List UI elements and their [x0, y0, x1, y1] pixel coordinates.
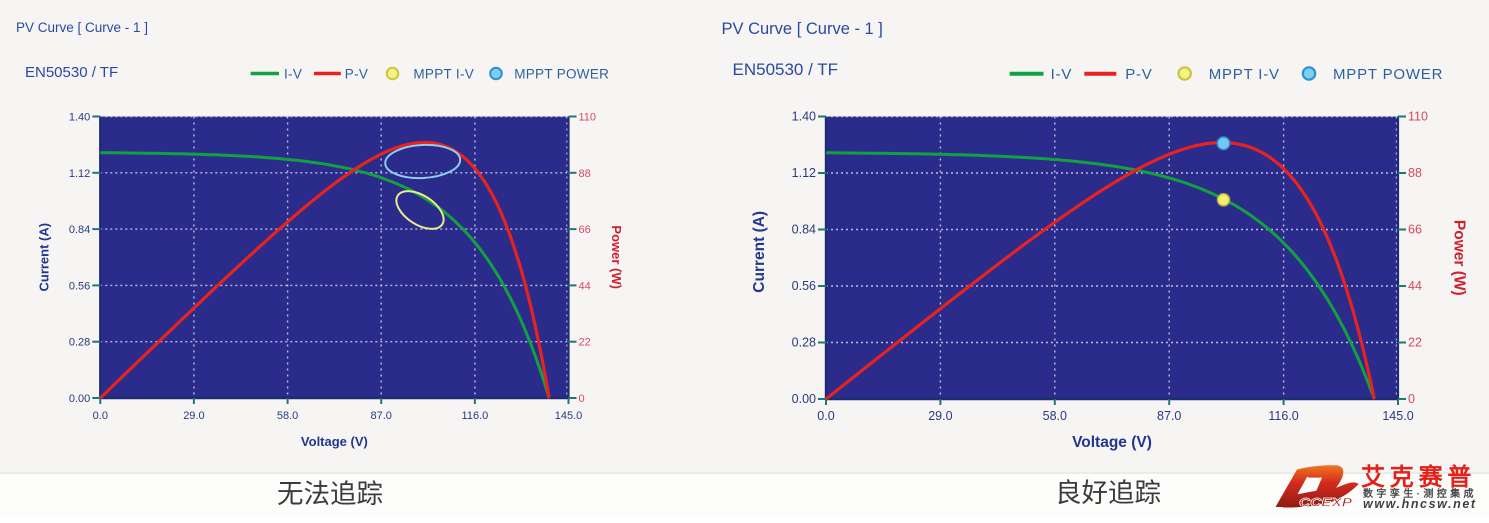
svg-text:Voltage (V): Voltage (V) — [301, 434, 368, 449]
svg-text:0.00: 0.00 — [69, 393, 90, 405]
svg-text:87.0: 87.0 — [370, 410, 391, 422]
svg-text:EN50530 / TF: EN50530 / TF — [25, 64, 118, 81]
svg-text:0.56: 0.56 — [792, 279, 816, 293]
svg-text:I-V: I-V — [284, 67, 302, 82]
svg-text:MPPT I-V: MPPT I-V — [413, 67, 474, 82]
svg-text:1.40: 1.40 — [792, 110, 816, 124]
svg-text:0.84: 0.84 — [69, 224, 90, 236]
svg-text:44: 44 — [1408, 279, 1422, 293]
svg-text:Voltage (V): Voltage (V) — [1072, 434, 1152, 451]
svg-text:0.0: 0.0 — [817, 409, 834, 423]
svg-text:0: 0 — [579, 393, 585, 405]
svg-text:58.0: 58.0 — [1043, 409, 1067, 423]
svg-text:44: 44 — [579, 280, 591, 292]
svg-text:116.0: 116.0 — [462, 410, 489, 422]
svg-text:58.0: 58.0 — [277, 410, 298, 422]
svg-text:66: 66 — [579, 224, 591, 236]
svg-text:1.12: 1.12 — [792, 166, 816, 180]
svg-text:87.0: 87.0 — [1157, 409, 1181, 423]
svg-text:P-V: P-V — [345, 67, 368, 82]
svg-text:0.56: 0.56 — [69, 280, 90, 292]
svg-text:110: 110 — [1408, 110, 1428, 124]
svg-text:数字孪生·测控集成: 数字孪生·测控集成 — [1363, 487, 1477, 500]
svg-text:0.28: 0.28 — [792, 336, 816, 350]
svg-text:www.hncsw.net: www.hncsw.net — [1363, 497, 1477, 511]
svg-text:Power (W): Power (W) — [609, 225, 624, 289]
svg-text:I-V: I-V — [1051, 66, 1073, 83]
svg-text:MPPT I-V: MPPT I-V — [1209, 66, 1280, 83]
svg-text:22: 22 — [1408, 336, 1422, 350]
svg-text:无法追踪: 无法追踪 — [277, 479, 383, 509]
svg-text:MPPT POWER: MPPT POWER — [1333, 66, 1443, 83]
svg-text:Power (W): Power (W) — [1451, 220, 1468, 296]
svg-text:145.0: 145.0 — [1382, 409, 1413, 423]
svg-text:PV Curve [ Curve - 1 ]: PV Curve [ Curve - 1 ] — [16, 20, 148, 35]
svg-text:0.84: 0.84 — [792, 223, 816, 237]
svg-text:PV Curve [ Curve - 1 ]: PV Curve [ Curve - 1 ] — [722, 20, 883, 38]
svg-text:0: 0 — [1408, 392, 1415, 406]
svg-text:Current (A): Current (A) — [36, 223, 51, 292]
svg-text:0.0: 0.0 — [93, 410, 108, 422]
svg-text:CCEXP: CCEXP — [1299, 496, 1353, 510]
svg-text:1.12: 1.12 — [69, 168, 90, 180]
svg-text:1.40: 1.40 — [69, 112, 90, 124]
svg-text:145.0: 145.0 — [555, 410, 583, 422]
svg-text:0.00: 0.00 — [792, 392, 816, 406]
svg-text:22: 22 — [579, 337, 591, 349]
svg-text:66: 66 — [1408, 223, 1422, 237]
svg-text:88: 88 — [1408, 166, 1422, 180]
svg-text:110: 110 — [579, 112, 597, 124]
svg-text:Current (A): Current (A) — [751, 211, 768, 293]
svg-text:0.28: 0.28 — [69, 337, 90, 349]
svg-text:MPPT POWER: MPPT POWER — [514, 67, 609, 82]
svg-text:116.0: 116.0 — [1268, 409, 1298, 423]
svg-text:EN50530 / TF: EN50530 / TF — [733, 60, 839, 79]
svg-text:良好追踪: 良好追踪 — [1055, 478, 1161, 508]
svg-text:艾克赛普: 艾克赛普 — [1361, 463, 1476, 491]
svg-text:P-V: P-V — [1125, 66, 1152, 83]
svg-text:88: 88 — [579, 168, 591, 180]
svg-text:29.0: 29.0 — [183, 410, 204, 422]
svg-text:29.0: 29.0 — [928, 409, 952, 423]
